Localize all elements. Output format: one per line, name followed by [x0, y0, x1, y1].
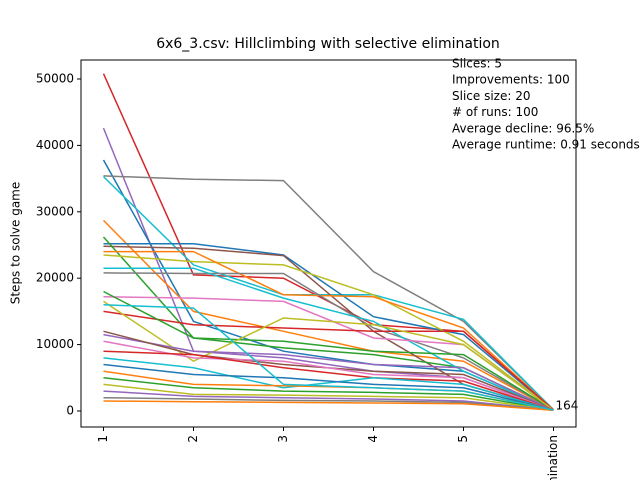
series-line	[103, 383, 554, 411]
x-tick-label: 2	[186, 435, 200, 443]
series-line	[103, 290, 554, 411]
series-line	[103, 272, 554, 411]
y-tick-label: 20000	[36, 271, 74, 285]
series-line	[103, 377, 554, 411]
chart-title: 6x6_3.csv: Hillclimbing with selective e…	[156, 36, 500, 52]
x-tick-label: 4	[366, 435, 380, 443]
series-line	[103, 304, 554, 411]
plot-area	[102, 73, 555, 412]
series-line	[103, 350, 554, 411]
annotation: Average decline: 96.5%	[452, 121, 594, 135]
annotation: Improvements: 100	[452, 73, 570, 87]
x-tick-label: elimination	[546, 435, 560, 480]
end-label: 164	[556, 398, 579, 412]
y-tick-label: 0	[66, 403, 74, 417]
y-axis-label: Steps to solve game	[9, 182, 23, 305]
annotation: # of runs: 100	[452, 105, 538, 119]
y-tick-label: 30000	[36, 204, 74, 218]
series-line	[103, 250, 555, 411]
y-tick-label: 40000	[36, 138, 74, 152]
series-line	[103, 357, 554, 411]
series-line	[103, 310, 554, 411]
y-tick-label: 10000	[36, 337, 74, 351]
x-tick-label: 1	[96, 435, 110, 443]
annotation: Average runtime: 0.91 seconds	[452, 138, 640, 152]
series-line	[103, 390, 554, 411]
x-tick-label: 3	[276, 435, 290, 443]
y-tick-label: 50000	[36, 71, 74, 85]
series-line	[103, 267, 554, 411]
series-line	[103, 242, 554, 411]
annotation: Slice size: 20	[452, 89, 530, 103]
series-line	[103, 396, 554, 411]
series-line	[103, 340, 554, 411]
series-line	[103, 333, 554, 411]
series-line	[103, 175, 555, 411]
x-tick-label: 5	[456, 435, 470, 443]
series-line	[102, 219, 554, 411]
series-line	[103, 254, 554, 411]
series-line	[103, 363, 554, 411]
axes-frame	[80, 59, 577, 428]
series-line	[103, 400, 554, 412]
annotation: Slices: 5	[452, 57, 502, 71]
series-line	[102, 176, 555, 411]
